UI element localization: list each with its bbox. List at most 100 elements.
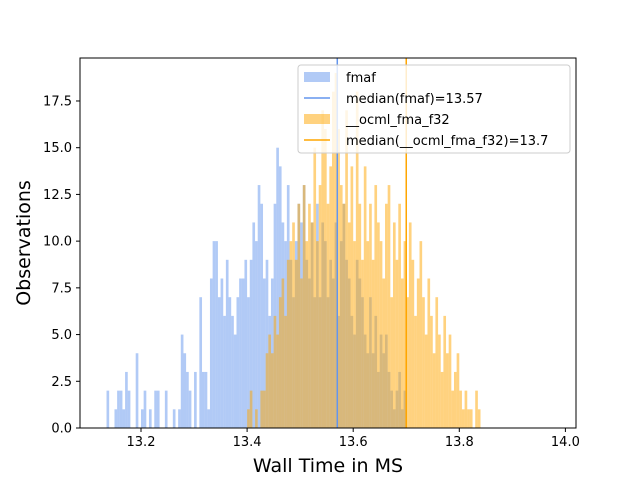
- bar-2-12: [278, 297, 282, 428]
- y-tick-label: 15.0: [43, 141, 72, 156]
- bar-2-57: [398, 203, 401, 428]
- bar-0-35: [199, 297, 203, 428]
- bar-0-60: [265, 259, 269, 428]
- legend: fmaf median(fmaf)=13.57 __ocml_fma_f32medi…: [297, 64, 571, 154]
- bar-2-61: [408, 222, 412, 428]
- bar-2-86: [475, 390, 478, 428]
- bar-2-22: [305, 241, 309, 428]
- bar-2-46: [369, 203, 372, 428]
- bar-2-52: [385, 203, 388, 428]
- bar-2-34: [337, 129, 340, 428]
- bar-2-1: [249, 390, 253, 428]
- bar-0-58: [260, 203, 264, 428]
- bar-0-27: [178, 409, 181, 428]
- bar-2-36: [342, 203, 346, 428]
- bar-2-60: [406, 297, 409, 428]
- bar-2-64: [416, 278, 420, 428]
- x-tick-label: 13.6: [339, 435, 368, 450]
- bar-2-10: [273, 315, 277, 428]
- bar-2-44: [363, 166, 367, 428]
- bar-2-40: [353, 241, 356, 428]
- bar-2-78: [453, 371, 457, 428]
- bar-2-75: [446, 353, 449, 428]
- x-axis-ticks: 13.2 13.4 13.6 13.8 14.0: [127, 428, 580, 450]
- bar-0-56: [255, 241, 258, 428]
- bar-0-64: [276, 147, 279, 429]
- x-tick-label: 13.4: [233, 435, 262, 450]
- bar-0-25: [172, 409, 176, 428]
- bar-2-81: [461, 409, 465, 428]
- bar-0-41: [215, 241, 218, 428]
- bar-0-54: [249, 259, 253, 428]
- bar-2-59: [403, 241, 407, 428]
- bar-2-23: [308, 203, 311, 428]
- legend-label-3: median(__ocml_fma_f32)=13.7: [346, 134, 548, 149]
- bar-2-3: [255, 409, 258, 428]
- bar-2-76: [448, 334, 452, 428]
- bar-2-53: [387, 185, 391, 428]
- bar-2-33: [334, 72, 338, 428]
- bar-0-7: [125, 371, 128, 428]
- bar-2-35: [339, 185, 343, 428]
- bar-2-87: [477, 409, 481, 428]
- bar-2-17: [292, 222, 295, 428]
- y-tick-label: 17.5: [43, 94, 72, 109]
- bar-0-44: [223, 315, 226, 428]
- bar-2-26: [316, 241, 319, 428]
- bar-0-38: [207, 409, 210, 428]
- y-tick-label: 12.5: [43, 188, 72, 203]
- bar-2-74: [443, 315, 447, 428]
- bar-2-56: [395, 259, 399, 428]
- bar-0-39: [209, 278, 213, 428]
- bar-2-24: [310, 222, 314, 428]
- y-tick-label: 0.0: [51, 422, 72, 437]
- legend-label-0: fmaf: [346, 71, 376, 86]
- bar-0-33: [194, 371, 197, 428]
- legend-swatch-0: [304, 72, 330, 82]
- bar-2-42: [358, 203, 362, 428]
- bar-2-25: [313, 147, 317, 429]
- bar-2-18: [294, 259, 298, 428]
- bar-0-53: [247, 297, 250, 428]
- bar-2-79: [456, 353, 460, 428]
- bar-2-27: [318, 185, 322, 428]
- bar-2-14: [284, 315, 287, 428]
- bar-2-84: [469, 409, 473, 428]
- plot-frame: [79, 57, 577, 429]
- legend-label-1: median(fmaf)=13.57: [346, 92, 483, 107]
- bar-0-49: [236, 297, 240, 428]
- y-tick-label: 10.0: [43, 235, 72, 250]
- bar-0-11: [135, 353, 139, 428]
- bar-2-5: [260, 390, 264, 428]
- bar-2-7: [265, 353, 269, 428]
- bar-2-50: [379, 241, 383, 428]
- bar-2-20: [300, 278, 303, 428]
- bar-2-32: [331, 91, 335, 429]
- bar-2-55: [392, 222, 396, 428]
- bar-2-63: [414, 315, 417, 428]
- bar-2-16: [289, 241, 293, 428]
- bar-0-59: [263, 278, 266, 428]
- bar-0-4: [117, 390, 120, 428]
- bar-2-83: [467, 409, 470, 428]
- bar-0-30: [186, 371, 189, 428]
- bar-0-16: [148, 409, 152, 428]
- y-tick-label: 7.5: [51, 281, 72, 296]
- bar-0-50: [239, 278, 242, 428]
- bar-2-73: [440, 371, 444, 428]
- bar-2-28: [321, 110, 325, 428]
- bar-2-6: [263, 390, 266, 428]
- bar-2-9: [270, 353, 274, 428]
- bar-2-82: [464, 390, 468, 428]
- ocml-fma-f32-bars: [247, 72, 481, 429]
- bar-0-45: [225, 259, 229, 428]
- legend-box: [297, 64, 571, 154]
- y-axis-ticks: 0.0 2.5 5.0 7.5 10.0 12.5 15.0 17.5: [43, 94, 80, 437]
- bar-2-54: [390, 297, 393, 428]
- bar-0-13: [141, 409, 144, 428]
- bar-0-62: [270, 278, 274, 428]
- bar-0-3: [114, 409, 118, 428]
- bar-0-48: [233, 334, 237, 428]
- bar-2-30: [326, 203, 330, 428]
